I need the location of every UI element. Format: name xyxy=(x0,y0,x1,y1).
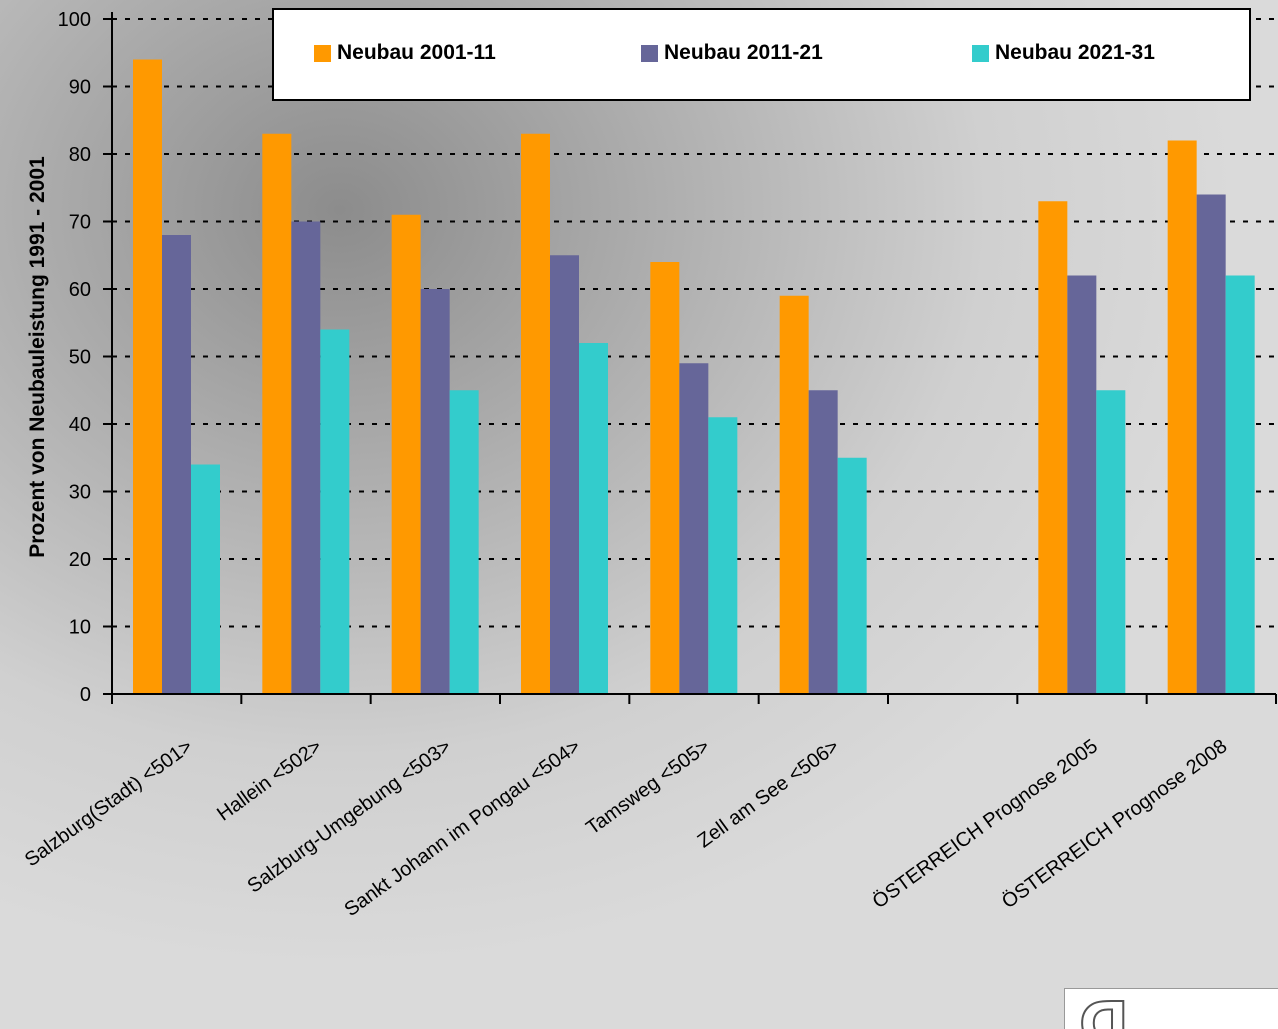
legend-item-series-1: Neubau 2001-11 xyxy=(314,41,496,65)
bar-3-5 xyxy=(708,417,738,694)
x-tick-label-2: Hallein <502> xyxy=(213,735,326,825)
logo-mark-icon: ᗡ xyxy=(1078,991,1130,1029)
bar-1-9 xyxy=(1167,140,1197,694)
bar-2-6 xyxy=(808,390,838,694)
y-tick-label-90: 90 xyxy=(69,77,91,99)
y-tick-label-80: 80 xyxy=(69,144,91,166)
y-tick-label-50: 50 xyxy=(69,347,91,369)
bar-1-1 xyxy=(133,59,162,694)
legend-label-series-3: Neubau 2021-31 xyxy=(995,41,1155,64)
y-tick-label-60: 60 xyxy=(69,279,91,301)
bar-3-1 xyxy=(191,464,220,694)
legend-swatch-series-1 xyxy=(314,44,331,62)
x-tick-label-4: Sankt Johann im Pongau <504> xyxy=(340,735,584,921)
legend-label-series-2: Neubau 2011-21 xyxy=(664,41,823,64)
y-tick-label-30: 30 xyxy=(69,482,91,504)
bar-2-4 xyxy=(550,255,579,694)
y-axis-label: Prozent von Neubauleistung 1991 - 2001 xyxy=(26,156,49,558)
x-tick-label-5: Tamsweg <505> xyxy=(582,735,714,839)
bar-1-4 xyxy=(521,133,550,694)
y-tick-label-10: 10 xyxy=(69,617,91,639)
bar-2-5 xyxy=(679,363,709,694)
y-tick-label-100: 100 xyxy=(58,9,91,31)
y-tick-label-40: 40 xyxy=(69,414,91,436)
bar-3-6 xyxy=(837,457,867,694)
bar-3-4 xyxy=(579,343,608,694)
legend: Neubau 2001-11 Neubau 2011-21 Neubau 202… xyxy=(272,8,1251,101)
legend-item-series-3: Neubau 2021-31 xyxy=(972,41,1155,65)
y-tick-label-70: 70 xyxy=(69,212,91,234)
bar-3-2 xyxy=(320,329,350,694)
x-tick-label-1: Salzburg(Stadt) <501> xyxy=(21,735,197,871)
bar-1-8 xyxy=(1038,201,1068,694)
legend-swatch-series-3 xyxy=(972,44,989,62)
x-tick-label-6: Zell am See <506> xyxy=(694,735,844,852)
bar-2-2 xyxy=(291,221,321,694)
bar-2-8 xyxy=(1067,275,1097,694)
legend-swatch-series-2 xyxy=(641,44,658,62)
bar-1-6 xyxy=(779,295,809,694)
x-tick-label-3: Salzburg-Umgebung <503> xyxy=(244,735,456,897)
bar-2-3 xyxy=(420,289,450,694)
bar-1-3 xyxy=(391,214,421,694)
bar-2-1 xyxy=(162,235,191,694)
bar-1-2 xyxy=(262,133,292,694)
bar-2-9 xyxy=(1196,194,1226,694)
logo: ᗡ xyxy=(1064,988,1278,1029)
legend-label-series-1: Neubau 2001-11 xyxy=(337,41,496,64)
x-tick-label-9: ÖSTERREICH Prognose 2008 xyxy=(998,735,1231,913)
y-tick-label-20: 20 xyxy=(69,549,91,571)
legend-item-series-2: Neubau 2011-21 xyxy=(641,41,823,65)
bar-1-5 xyxy=(650,262,680,694)
y-tick-label-0: 0 xyxy=(80,684,91,706)
bar-3-8 xyxy=(1096,390,1126,694)
bar-3-9 xyxy=(1225,275,1255,694)
x-tick-label-8: ÖSTERREICH Prognose 2005 xyxy=(869,735,1102,913)
bar-3-3 xyxy=(449,390,479,694)
